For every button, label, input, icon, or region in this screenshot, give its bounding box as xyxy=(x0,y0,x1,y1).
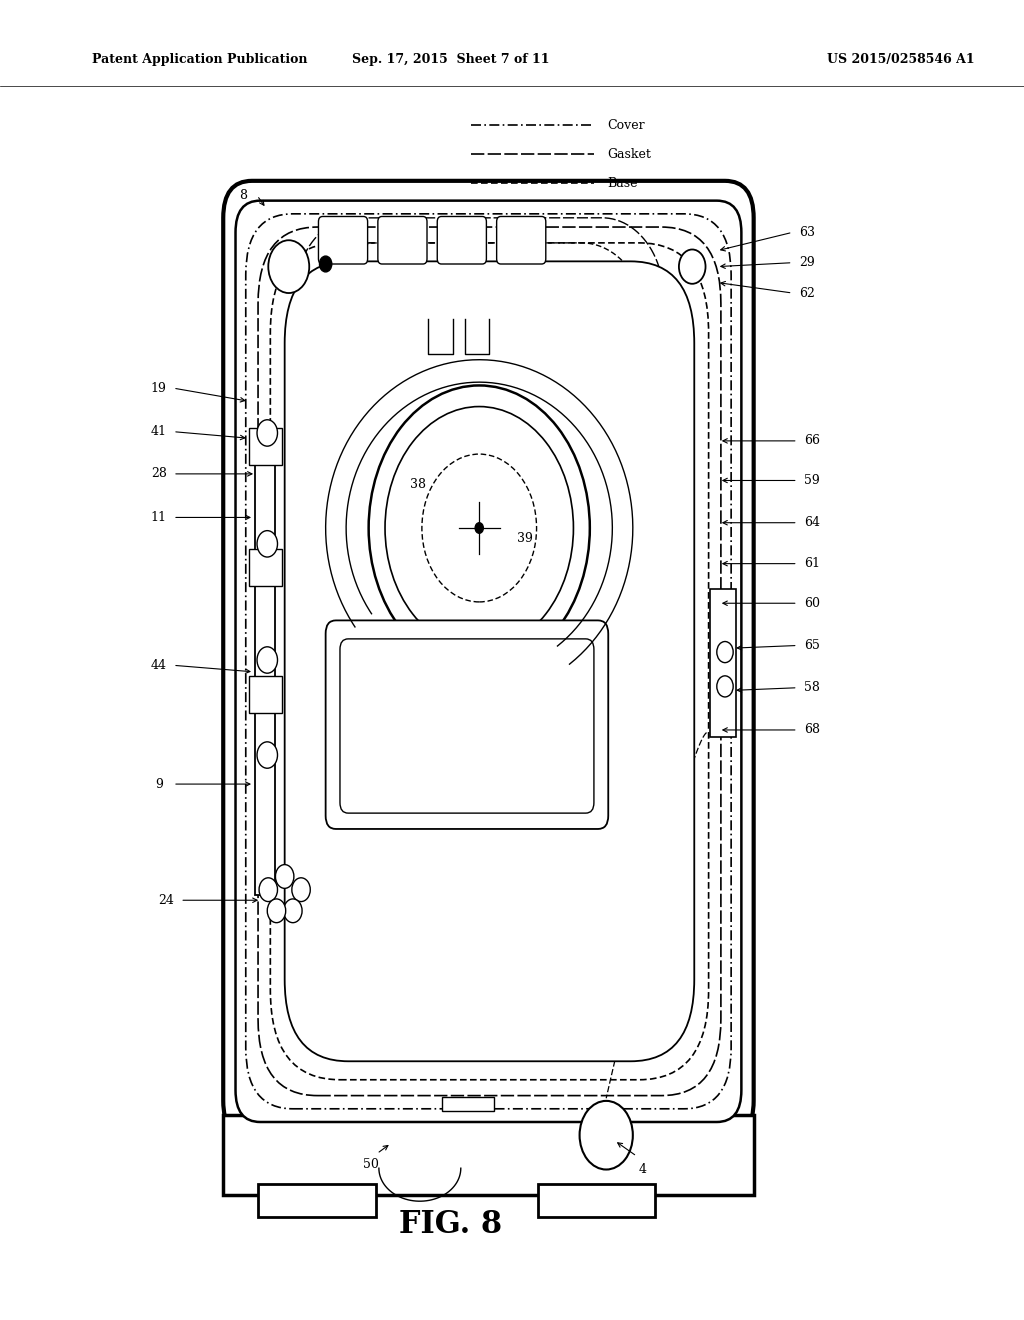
Bar xyxy=(249,549,282,586)
Bar xyxy=(442,1097,494,1111)
Text: 65: 65 xyxy=(804,639,820,652)
Circle shape xyxy=(717,676,733,697)
Circle shape xyxy=(268,240,309,293)
Text: 44: 44 xyxy=(151,659,167,672)
Bar xyxy=(710,589,736,737)
Text: Patent Application Publication: Patent Application Publication xyxy=(92,53,307,66)
Text: 61: 61 xyxy=(804,557,820,570)
Text: 29: 29 xyxy=(799,256,815,269)
Text: 62: 62 xyxy=(799,286,815,300)
Circle shape xyxy=(422,454,537,602)
Text: 4: 4 xyxy=(639,1163,647,1176)
Text: Gasket: Gasket xyxy=(607,148,651,161)
Circle shape xyxy=(679,249,706,284)
Circle shape xyxy=(385,407,573,649)
FancyBboxPatch shape xyxy=(340,639,594,813)
FancyBboxPatch shape xyxy=(285,261,694,1061)
Text: 39: 39 xyxy=(517,532,534,545)
Text: 58: 58 xyxy=(804,681,820,694)
Circle shape xyxy=(267,899,286,923)
Circle shape xyxy=(292,878,310,902)
Text: 63: 63 xyxy=(799,226,815,239)
FancyBboxPatch shape xyxy=(497,216,546,264)
Text: 9: 9 xyxy=(155,777,163,791)
Text: 38: 38 xyxy=(410,478,426,491)
Circle shape xyxy=(284,899,302,923)
FancyBboxPatch shape xyxy=(318,216,368,264)
FancyBboxPatch shape xyxy=(378,216,427,264)
Circle shape xyxy=(257,742,278,768)
Text: 28: 28 xyxy=(151,467,167,480)
Bar xyxy=(538,1184,655,1217)
Text: 60: 60 xyxy=(804,597,820,610)
Text: 64: 64 xyxy=(804,516,820,529)
FancyBboxPatch shape xyxy=(236,201,741,1122)
Text: 24: 24 xyxy=(158,894,174,907)
Text: 41: 41 xyxy=(151,425,167,438)
Bar xyxy=(249,676,282,713)
Circle shape xyxy=(275,865,294,888)
Text: 66: 66 xyxy=(804,434,820,447)
Bar xyxy=(249,428,282,465)
Circle shape xyxy=(259,878,278,902)
Circle shape xyxy=(369,385,590,671)
Text: Base: Base xyxy=(607,177,638,190)
Circle shape xyxy=(475,523,483,533)
Text: Sep. 17, 2015  Sheet 7 of 11: Sep. 17, 2015 Sheet 7 of 11 xyxy=(352,53,549,66)
Circle shape xyxy=(580,1101,633,1170)
Text: US 2015/0258546 A1: US 2015/0258546 A1 xyxy=(827,53,975,66)
Text: 59: 59 xyxy=(804,474,820,487)
Text: 50: 50 xyxy=(362,1158,379,1171)
Text: FIG. 8: FIG. 8 xyxy=(399,1209,502,1241)
FancyBboxPatch shape xyxy=(223,181,754,1138)
Text: 11: 11 xyxy=(151,511,167,524)
Bar xyxy=(255,430,275,895)
Circle shape xyxy=(257,420,278,446)
Text: 8: 8 xyxy=(239,189,247,202)
Circle shape xyxy=(319,256,332,272)
Circle shape xyxy=(257,531,278,557)
Text: 68: 68 xyxy=(804,723,820,737)
FancyBboxPatch shape xyxy=(326,620,608,829)
FancyBboxPatch shape xyxy=(437,216,486,264)
Circle shape xyxy=(257,647,278,673)
Bar xyxy=(223,1115,754,1195)
Text: Cover: Cover xyxy=(607,119,645,132)
Bar xyxy=(258,1184,376,1217)
Text: 19: 19 xyxy=(151,381,167,395)
Circle shape xyxy=(717,642,733,663)
